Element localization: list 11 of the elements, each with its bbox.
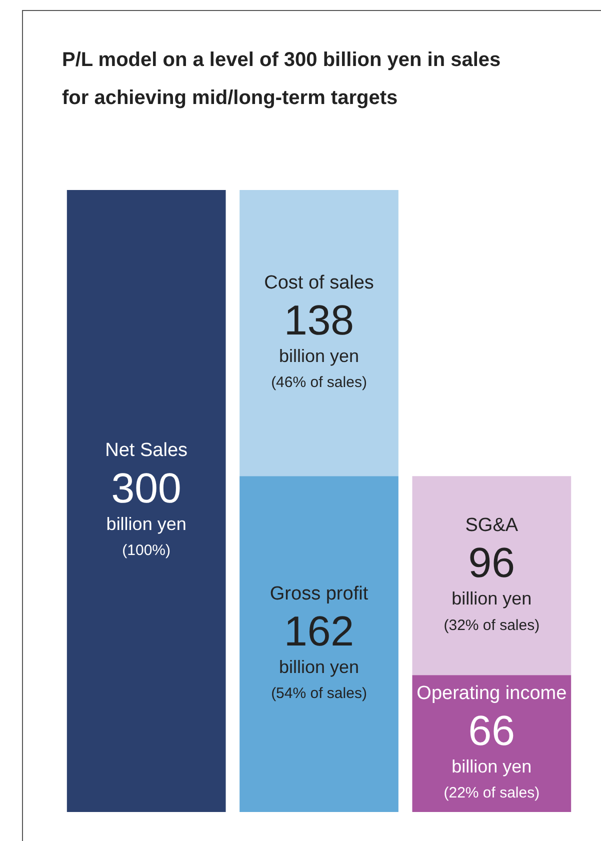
series-label: Cost of sales xyxy=(264,272,374,294)
series-label: Operating income xyxy=(416,682,567,704)
chart-title: P/L model on a level of 300 billion yen in sales for achieving mid/long-term targets xyxy=(62,48,502,111)
series-label: Net Sales xyxy=(105,440,188,462)
series-label: SG&A xyxy=(465,514,518,536)
series-label: Gross profit xyxy=(270,583,369,604)
data-label: 138 billion yen (46% of sales) xyxy=(271,296,367,392)
data-label: 300 billion yen (100%) xyxy=(106,464,186,560)
data-label: 162 billion yen (54% of sales) xyxy=(271,608,367,702)
data-label: 96 billion yen (32% of sales) xyxy=(444,539,540,634)
data-label: 66 billion yen (22% of sales) xyxy=(444,707,540,802)
